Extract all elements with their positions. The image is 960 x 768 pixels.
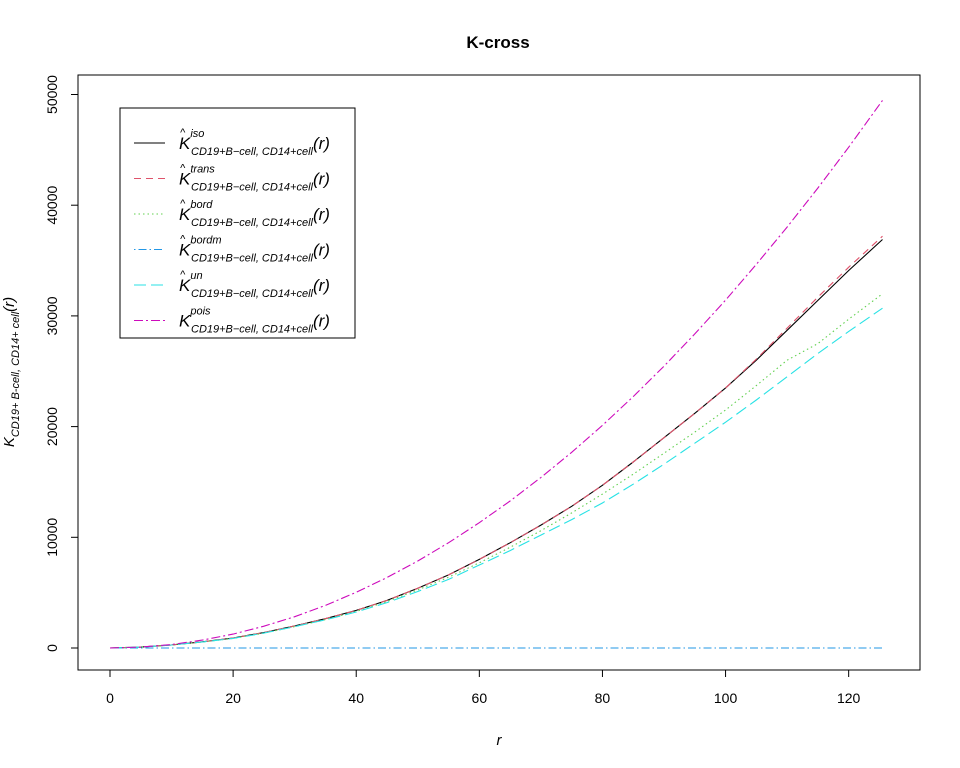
legend-label-bord: Kbord CD19+B−cell, CD14+cell(r) — [179, 199, 330, 229]
x-tick-label: 80 — [595, 690, 611, 706]
y-tick-label: 0 — [44, 644, 60, 652]
legend-label-letter: K — [179, 134, 191, 153]
legend-label-letter: K — [179, 276, 191, 295]
x-tick-label: 0 — [106, 690, 114, 706]
legend-label-bordm: Kbordm CD19+B−cell, CD14+cell(r) — [179, 235, 330, 265]
legend-label-argument: (r) — [313, 134, 330, 153]
y-tick-label: 50000 — [44, 75, 60, 114]
legend-label-subscript: CD19+B−cell, CD14+cell — [191, 324, 314, 336]
legend-hat-mark: ^ — [180, 127, 186, 139]
series-line-pois — [109, 100, 883, 649]
legend-label-letter: K — [179, 170, 191, 189]
legend-hat-mark: ^ — [180, 234, 186, 246]
legend-label-argument: (r) — [313, 312, 330, 331]
y-axis: 0 10000 20000 30000 40000 50000 — [44, 75, 79, 652]
legend-box — [119, 107, 356, 339]
x-tick-label: 120 — [837, 690, 861, 706]
legend-label-letter: K — [179, 241, 191, 260]
series-line-trans — [109, 235, 883, 649]
y-axis-label: KCD19+ B-cell, CD14+ cell(r) — [1, 297, 22, 447]
legend-label-subscript: CD19+B−cell, CD14+cell — [191, 288, 314, 300]
legend-label-superscript: pois — [189, 306, 211, 318]
legend-label-superscript: bord — [190, 199, 213, 211]
x-axis-label: r — [497, 732, 503, 749]
legend-label-subscript: CD19+B−cell, CD14+cell — [191, 146, 314, 158]
legend-label-subscript: CD19+B−cell, CD14+cell — [191, 182, 314, 194]
y-axis-label-sub: CD19+ B-cell, CD14+ cell — [10, 311, 22, 437]
y-tick-label: 30000 — [44, 296, 60, 335]
legend-label-superscript: trans — [190, 164, 215, 176]
legend-label-argument: (r) — [313, 276, 330, 295]
legend-label-pois: Kpois CD19+B−cell, CD14+cell(r) — [179, 306, 330, 336]
legend-items: Kiso CD19+B−cell, CD14+cell(r)^Ktrans CD19… — [134, 127, 330, 336]
series-lines — [109, 100, 883, 649]
legend-hat-mark: ^ — [180, 163, 186, 175]
x-tick-label: 60 — [472, 690, 488, 706]
legend-label-un: Kun CD19+B−cell, CD14+cell(r) — [179, 270, 330, 300]
y-axis-label-arg: (r) — [1, 297, 18, 312]
legend-label-argument: (r) — [313, 241, 330, 260]
x-axis: 0 20 40 60 80 100 120 — [106, 669, 861, 706]
legend-label-letter: K — [179, 312, 191, 331]
series-line-bord — [109, 293, 883, 649]
legend-hat-mark: ^ — [180, 269, 186, 281]
legend-label-letter: K — [179, 205, 191, 224]
legend-label-subscript: CD19+B−cell, CD14+cell — [191, 253, 314, 265]
legend-label-subscript: CD19+B−cell, CD14+cell — [191, 217, 314, 229]
y-tick-label: 10000 — [44, 518, 60, 557]
legend: Kiso CD19+B−cell, CD14+cell(r)^Ktrans CD19… — [119, 107, 356, 339]
y-tick-label: 20000 — [44, 407, 60, 446]
legend-label-superscript: iso — [190, 128, 204, 140]
legend-label-argument: (r) — [313, 170, 330, 189]
x-tick-label: 40 — [348, 690, 364, 706]
y-tick-label: 40000 — [44, 186, 60, 225]
chart-title: K-cross — [466, 33, 529, 52]
x-tick-label: 20 — [225, 690, 241, 706]
legend-hat-mark: ^ — [180, 198, 186, 210]
x-tick-label: 100 — [714, 690, 738, 706]
legend-label-trans: Ktrans CD19+B−cell, CD14+cell(r) — [179, 164, 330, 194]
legend-label-superscript: bordm — [190, 235, 221, 247]
legend-label-argument: (r) — [313, 205, 330, 224]
series-line-un — [109, 307, 883, 649]
legend-label-iso: Kiso CD19+B−cell, CD14+cell(r) — [179, 128, 330, 158]
legend-label-superscript: un — [190, 270, 202, 282]
y-axis-label-main: K — [1, 436, 18, 447]
